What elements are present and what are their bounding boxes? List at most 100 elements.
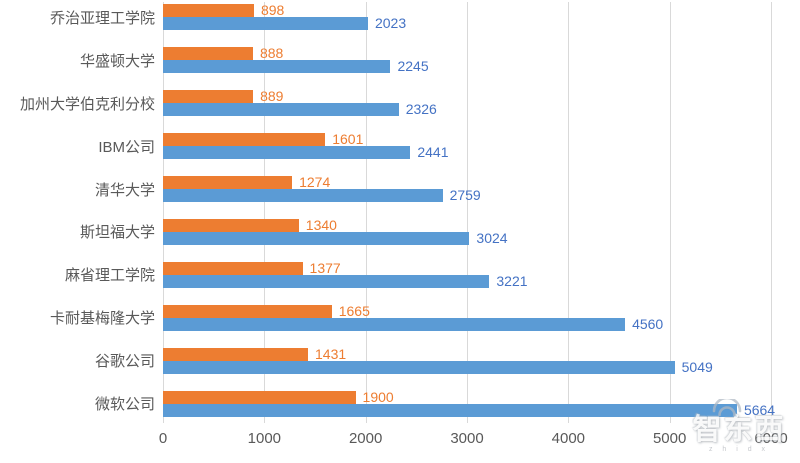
value-label: 898 bbox=[260, 2, 285, 19]
category-label: 微软公司 bbox=[94, 396, 155, 414]
value-label: 2759 bbox=[449, 187, 481, 204]
gridline bbox=[467, 2, 468, 423]
value-label: 1601 bbox=[332, 131, 364, 148]
orange-series-line: 1274 bbox=[163, 174, 771, 191]
orange-series-line: 1431 bbox=[163, 345, 771, 362]
bar-rows: 乔治亚理工学院 898 2023 华盛顿大学 888 2245 加州大学伯克利分校 889 23… bbox=[0, 0, 800, 425]
x-tick-label: 6000 bbox=[754, 430, 788, 447]
blue-series-line: 4560 bbox=[163, 315, 771, 332]
value-label: 5664 bbox=[743, 401, 776, 418]
value-label: 889 bbox=[260, 88, 284, 105]
orange-series-line: 1665 bbox=[163, 302, 771, 319]
category-label: 斯坦福大学 bbox=[79, 224, 155, 242]
blue-series-bar bbox=[163, 146, 411, 160]
orange-series-bar bbox=[163, 176, 293, 190]
x-axis: 0 1000 2000 3000 4000 5000 6000 bbox=[159, 430, 788, 452]
value-label: 2441 bbox=[417, 144, 449, 161]
category-label: 卡耐基梅隆大学 bbox=[49, 310, 155, 328]
gridlines bbox=[163, 2, 772, 423]
blue-series-bar bbox=[163, 274, 490, 288]
blue-series-line: 3024 bbox=[163, 229, 771, 246]
blue-series-bar bbox=[163, 189, 443, 203]
blue-series-bar bbox=[163, 103, 399, 117]
value-label: 5049 bbox=[681, 358, 713, 375]
orange-series-line: 1601 bbox=[163, 131, 771, 148]
orange-series-bar bbox=[163, 4, 254, 18]
bar-group: 1377 3221 bbox=[163, 259, 771, 289]
blue-series-bar bbox=[163, 231, 470, 245]
value-label: 2245 bbox=[397, 58, 429, 75]
category-label: 清华大学 bbox=[94, 181, 155, 199]
value-label: 1274 bbox=[299, 174, 331, 191]
blue-series-line: 2245 bbox=[163, 58, 771, 75]
orange-series-line: 1900 bbox=[163, 388, 771, 405]
x-tick-label: 4000 bbox=[551, 430, 586, 447]
blue-series-line: 2759 bbox=[163, 187, 771, 204]
orange-series-bar bbox=[163, 90, 254, 104]
value-label: 1665 bbox=[338, 302, 370, 319]
blue-series-line: 3221 bbox=[163, 272, 771, 289]
category-label: 华盛顿大学 bbox=[79, 52, 155, 70]
x-tick-label: 2000 bbox=[348, 430, 383, 447]
bar-group: 888 2245 bbox=[163, 45, 771, 75]
chart-row: 乔治亚理工学院 898 2023 bbox=[0, 0, 800, 39]
value-label: 1377 bbox=[309, 259, 341, 276]
x-tick-label: 3000 bbox=[450, 430, 484, 447]
chart-row: 加州大学伯克利分校 889 2326 bbox=[0, 82, 800, 125]
bar-group: 1601 2441 bbox=[163, 131, 771, 161]
blue-series-line: 2441 bbox=[163, 144, 771, 161]
blue-series-bar bbox=[163, 360, 675, 374]
category-label: 加州大学伯克利分校 bbox=[19, 95, 155, 113]
bar-group: 1274 2759 bbox=[163, 174, 771, 204]
value-label: 1340 bbox=[305, 216, 337, 233]
value-label: 3221 bbox=[496, 272, 528, 289]
x-tick-label: 5000 bbox=[652, 430, 687, 447]
chart-row: 麻省理工学院 1377 3221 bbox=[0, 253, 800, 296]
blue-series-bar bbox=[163, 403, 737, 417]
chart-row: 谷歌公司 1431 5049 bbox=[0, 339, 800, 382]
gridline bbox=[669, 2, 671, 423]
orange-series-bar bbox=[163, 133, 326, 147]
bar-group: 898 2023 bbox=[163, 2, 771, 32]
bar-group: 1431 5049 bbox=[163, 345, 771, 375]
orange-series-bar bbox=[163, 261, 303, 275]
bar-group: 889 2326 bbox=[163, 88, 771, 118]
blue-series-bar bbox=[163, 317, 626, 331]
orange-series-line: 889 bbox=[163, 88, 771, 105]
bar-group: 1340 3024 bbox=[163, 216, 771, 246]
value-label: 1900 bbox=[362, 388, 394, 405]
gridline bbox=[568, 2, 570, 423]
value-label: 888 bbox=[259, 45, 284, 62]
orange-series-bar bbox=[163, 304, 332, 318]
value-label: 1431 bbox=[315, 345, 347, 362]
blue-series-bar bbox=[163, 60, 391, 74]
gridline bbox=[771, 2, 772, 423]
blue-series-line: 5049 bbox=[163, 358, 771, 375]
chart-row: 微软公司 1900 5664 bbox=[0, 382, 800, 425]
chart-row: 华盛顿大学 888 2245 bbox=[0, 39, 800, 82]
blue-series-line: 2023 bbox=[163, 15, 771, 32]
category-label: 乔治亚理工学院 bbox=[49, 9, 155, 27]
blue-series-bar bbox=[163, 17, 368, 31]
orange-series-bar bbox=[163, 218, 299, 232]
orange-series-line: 1377 bbox=[163, 259, 771, 276]
bar-group: 1665 4560 bbox=[163, 302, 771, 332]
value-label: 3024 bbox=[476, 229, 508, 246]
gridline bbox=[365, 2, 367, 423]
orange-series-line: 898 bbox=[163, 2, 771, 19]
x-tick-label: 0 bbox=[158, 430, 168, 447]
gridline bbox=[264, 2, 266, 423]
blue-series-line: 5664 bbox=[163, 403, 775, 417]
value-label: 4560 bbox=[632, 315, 664, 332]
value-label: 2326 bbox=[405, 101, 437, 118]
category-label: 谷歌公司 bbox=[94, 353, 155, 371]
category-label: 麻省理工学院 bbox=[64, 267, 155, 285]
value-label: 2023 bbox=[374, 15, 407, 32]
orange-series-bar bbox=[163, 390, 356, 404]
orange-series-line: 1340 bbox=[163, 216, 771, 233]
orange-series-bar bbox=[163, 47, 253, 61]
blue-series-line: 2326 bbox=[163, 101, 771, 118]
chart-row: 斯坦福大学 1340 3024 bbox=[0, 211, 800, 254]
chart-row: IBM公司 1601 2441 bbox=[0, 125, 800, 168]
